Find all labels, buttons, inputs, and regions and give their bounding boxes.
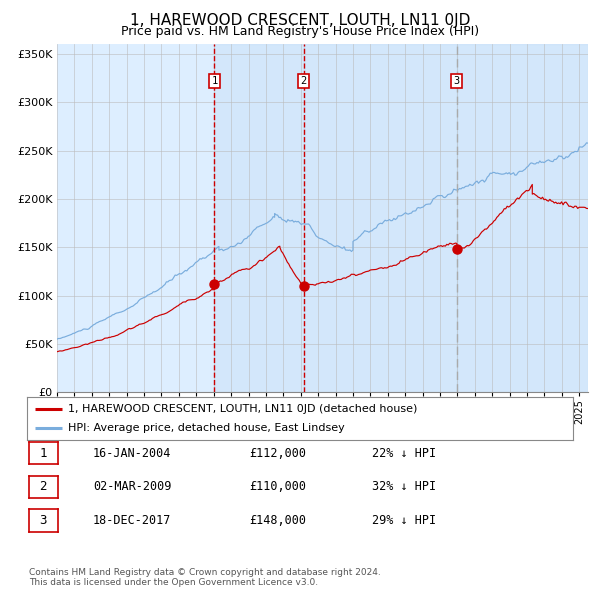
Text: 18-DEC-2017: 18-DEC-2017	[93, 514, 172, 527]
Text: 3: 3	[454, 76, 460, 86]
Text: 3: 3	[40, 514, 47, 527]
Text: 02-MAR-2009: 02-MAR-2009	[93, 480, 172, 493]
Text: £148,000: £148,000	[249, 514, 306, 527]
Text: HPI: Average price, detached house, East Lindsey: HPI: Average price, detached house, East…	[68, 423, 344, 433]
Text: £112,000: £112,000	[249, 447, 306, 460]
Bar	[57, 44, 588, 392]
Text: Contains HM Land Registry data © Crown copyright and database right 2024.
This d: Contains HM Land Registry data © Crown c…	[29, 568, 380, 587]
Bar	[457, 44, 588, 392]
Text: £110,000: £110,000	[249, 480, 306, 493]
Text: 2: 2	[40, 480, 47, 493]
Bar	[304, 44, 457, 392]
Text: 1, HAREWOOD CRESCENT, LOUTH, LN11 0JD (detached house): 1, HAREWOOD CRESCENT, LOUTH, LN11 0JD (d…	[68, 404, 418, 414]
Text: 1, HAREWOOD CRESCENT, LOUTH, LN11 0JD: 1, HAREWOOD CRESCENT, LOUTH, LN11 0JD	[130, 13, 470, 28]
Text: 16-JAN-2004: 16-JAN-2004	[93, 447, 172, 460]
Text: 29% ↓ HPI: 29% ↓ HPI	[372, 514, 436, 527]
Text: 1: 1	[211, 76, 218, 86]
Text: 1: 1	[40, 447, 47, 460]
Text: 32% ↓ HPI: 32% ↓ HPI	[372, 480, 436, 493]
Text: Price paid vs. HM Land Registry's House Price Index (HPI): Price paid vs. HM Land Registry's House …	[121, 25, 479, 38]
Text: 2: 2	[301, 76, 307, 86]
Text: 22% ↓ HPI: 22% ↓ HPI	[372, 447, 436, 460]
Bar	[214, 44, 304, 392]
